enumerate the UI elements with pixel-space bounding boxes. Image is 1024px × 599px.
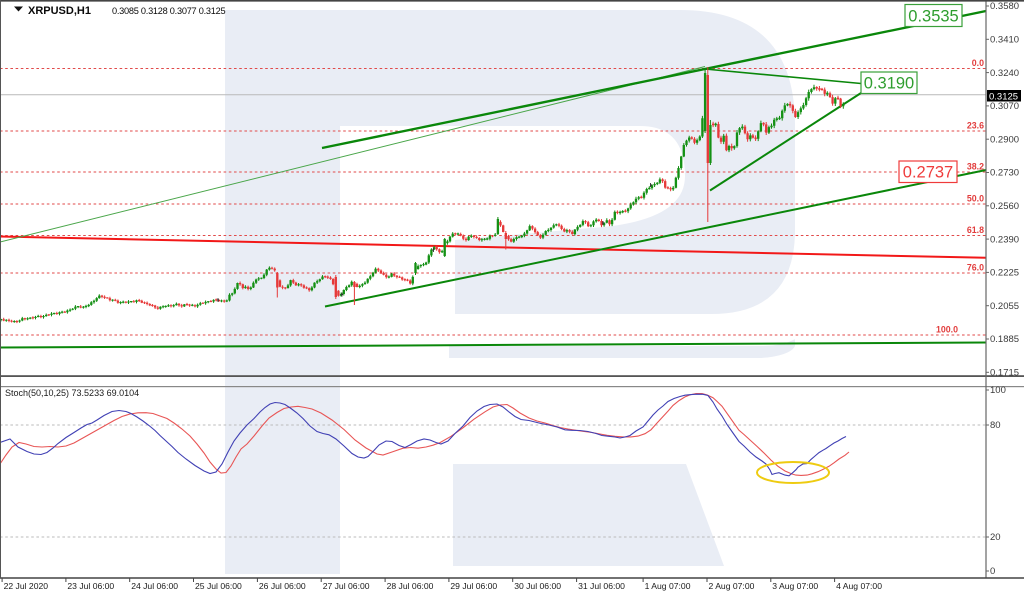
svg-text:0.2737: 0.2737 xyxy=(903,164,953,182)
svg-text:0.3240: 0.3240 xyxy=(990,68,1019,79)
svg-text:Stoch(50,10,25) 73.5233 69.010: Stoch(50,10,25) 73.5233 69.0104 xyxy=(5,388,139,398)
svg-text:23 Jul 06:00: 23 Jul 06:00 xyxy=(67,581,114,591)
svg-text:76.0: 76.0 xyxy=(967,263,984,273)
svg-text:0.2730: 0.2730 xyxy=(990,168,1019,179)
svg-text:0.2900: 0.2900 xyxy=(990,134,1019,145)
svg-text:38.2: 38.2 xyxy=(967,162,984,172)
svg-text:0.3580: 0.3580 xyxy=(990,1,1019,12)
svg-text:30 Jul 06:00: 30 Jul 06:00 xyxy=(514,581,561,591)
svg-text:20: 20 xyxy=(990,532,1001,543)
svg-text:29 Jul 06:00: 29 Jul 06:00 xyxy=(450,581,497,591)
svg-text:0.3535: 0.3535 xyxy=(908,7,958,25)
svg-text:0.3125: 0.3125 xyxy=(989,92,1018,103)
svg-text:24 Jul 06:00: 24 Jul 06:00 xyxy=(131,581,178,591)
svg-text:23.6: 23.6 xyxy=(967,121,984,131)
svg-text:0.2390: 0.2390 xyxy=(990,234,1019,245)
svg-text:0.1885: 0.1885 xyxy=(990,334,1019,345)
svg-text:XRPUSD,H1: XRPUSD,H1 xyxy=(28,5,91,17)
svg-text:25 Jul 06:00: 25 Jul 06:00 xyxy=(195,581,242,591)
svg-text:28 Jul 06:00: 28 Jul 06:00 xyxy=(387,581,434,591)
svg-text:31 Jul 06:00: 31 Jul 06:00 xyxy=(578,581,625,591)
svg-text:3 Aug 07:00: 3 Aug 07:00 xyxy=(772,581,818,591)
svg-text:27 Jul 06:00: 27 Jul 06:00 xyxy=(323,581,370,591)
svg-text:0: 0 xyxy=(990,566,995,577)
svg-text:0.0: 0.0 xyxy=(972,58,984,68)
svg-text:0.3190: 0.3190 xyxy=(864,75,914,93)
svg-text:0.3410: 0.3410 xyxy=(990,35,1019,46)
svg-text:4 Aug 07:00: 4 Aug 07:00 xyxy=(836,581,882,591)
svg-text:0.1715: 0.1715 xyxy=(990,368,1019,379)
svg-text:50.0: 50.0 xyxy=(967,194,984,204)
svg-text:0.3085 0.3128 0.3077 0.3125: 0.3085 0.3128 0.3077 0.3125 xyxy=(112,6,225,16)
svg-text:2 Aug 07:00: 2 Aug 07:00 xyxy=(709,581,755,591)
svg-text:61.8: 61.8 xyxy=(967,225,984,235)
svg-text:0.2055: 0.2055 xyxy=(990,301,1019,312)
svg-text:26 Jul 06:00: 26 Jul 06:00 xyxy=(259,581,306,591)
svg-text:100.0: 100.0 xyxy=(936,325,958,335)
svg-text:80: 80 xyxy=(990,420,1001,431)
svg-text:22 Jul 2020: 22 Jul 2020 xyxy=(4,581,49,591)
svg-text:100: 100 xyxy=(990,385,1006,396)
svg-text:1 Aug 07:00: 1 Aug 07:00 xyxy=(645,581,691,591)
svg-text:0.3070: 0.3070 xyxy=(990,101,1019,112)
svg-text:0.2225: 0.2225 xyxy=(990,268,1019,279)
svg-text:0.2560: 0.2560 xyxy=(990,201,1019,212)
